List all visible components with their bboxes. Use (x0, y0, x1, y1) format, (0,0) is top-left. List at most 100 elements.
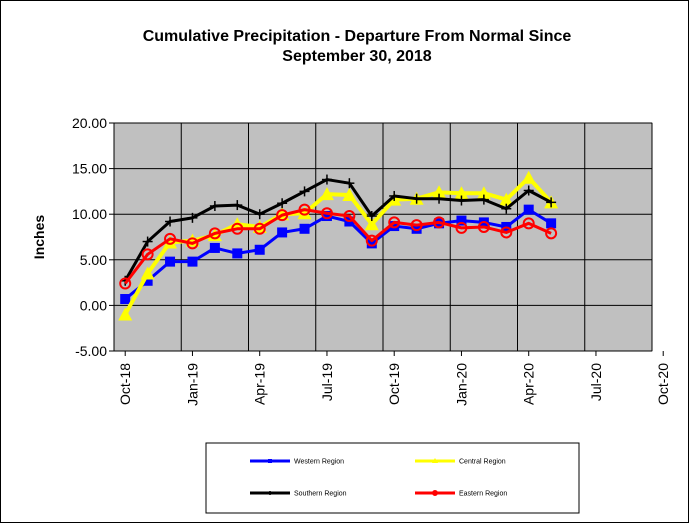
x-tick-label: Jul-20 (588, 363, 604, 401)
data-point (477, 220, 490, 233)
data-point (253, 222, 266, 235)
data-point (142, 275, 153, 286)
data-point (523, 204, 534, 215)
data-point (118, 307, 133, 321)
data-point (164, 232, 177, 245)
data-point (545, 227, 558, 240)
data-point (343, 210, 356, 223)
data-point (499, 192, 514, 206)
data-point (277, 198, 288, 209)
x-tick-label: Oct-18 (117, 363, 133, 405)
data-point (163, 235, 178, 249)
data-point (344, 178, 355, 189)
data-point (321, 174, 332, 185)
chart-title-line-1: Cumulative Precipitation - Departure Fro… (143, 28, 572, 45)
data-point (389, 221, 400, 232)
data-point (410, 219, 423, 232)
legend-entry: Southern Region (250, 491, 347, 498)
data-point (456, 195, 467, 206)
data-point (140, 266, 155, 280)
legend-label: Southern Region (294, 491, 347, 498)
data-point (433, 216, 446, 229)
data-point (478, 194, 489, 205)
y-tick-label: 15.00 (72, 161, 107, 177)
data-point (268, 459, 272, 463)
x-axis-ticks: Oct-18 Jan-19 Apr-19 Jul-19 Oct-19 Jan-20 Apr-… (117, 351, 671, 406)
data-point (455, 221, 468, 234)
data-point (432, 185, 447, 199)
data-point (500, 226, 513, 239)
y-tick-label: 20.00 (72, 115, 107, 131)
x-tick-label: Oct-19 (386, 363, 402, 405)
series-eastern-region (119, 203, 558, 290)
data-point (254, 244, 265, 255)
data-point (319, 187, 334, 201)
legend-entry: Western Region (250, 459, 344, 466)
gridlines (113, 122, 653, 352)
data-point (320, 207, 333, 220)
data-point (389, 190, 400, 201)
data-point (411, 193, 422, 204)
x-tick-label: Jan-20 (453, 363, 469, 406)
chart-title-line-2: September 30, 2018 (282, 48, 432, 65)
data-point (165, 216, 176, 227)
y-tick-label: 10.00 (72, 206, 107, 222)
data-point (119, 277, 132, 290)
legend-entry: Eastern Region (415, 490, 507, 498)
data-point (432, 490, 438, 496)
data-point (232, 248, 243, 259)
data-point (476, 186, 491, 200)
series-group (118, 170, 559, 321)
data-point (268, 491, 272, 495)
data-point (277, 227, 288, 238)
data-point (434, 193, 445, 204)
legend-label: Central Region (459, 459, 506, 466)
data-point (366, 238, 377, 249)
data-point (432, 458, 438, 463)
data-point (298, 203, 311, 216)
data-point (342, 188, 357, 202)
data-point (388, 216, 401, 229)
y-tick-label: 0.00 (80, 297, 107, 313)
legend-label: Eastern Region (459, 491, 507, 498)
y-tick-label: 5.00 (80, 252, 107, 268)
x-tick-label: Apr-20 (521, 363, 537, 405)
data-point (142, 236, 153, 247)
data-point (454, 186, 469, 200)
data-point (208, 227, 221, 240)
data-point (187, 256, 198, 267)
data-point (299, 186, 310, 197)
data-point (546, 197, 557, 208)
data-point (231, 222, 244, 235)
data-point (209, 200, 220, 211)
data-point (521, 170, 536, 184)
data-point (141, 248, 154, 261)
data-point (456, 215, 467, 226)
data-point (364, 217, 379, 231)
x-tick-label: Jan-19 (184, 363, 200, 406)
data-point (411, 223, 422, 234)
y-axis-ticks: -5.00 0.00 5.00 10.00 15.00 20.00 (72, 115, 114, 359)
legend-label: Western Region (294, 459, 344, 466)
x-tick-label: Jul-19 (319, 363, 335, 401)
data-point (186, 237, 199, 250)
y-axis-label: Inches (31, 215, 47, 260)
data-point (366, 211, 377, 222)
x-tick-label: Oct-20 (655, 363, 671, 405)
data-point (232, 200, 243, 211)
y-tick-label: -5.00 (75, 343, 107, 359)
series-line (124, 208, 552, 285)
data-point (209, 242, 220, 253)
legend-entry: Central Region (415, 458, 506, 466)
data-point (254, 209, 265, 220)
data-point (276, 209, 289, 222)
data-point (187, 212, 198, 223)
data-point (120, 294, 131, 305)
x-tick-label: Apr-19 (252, 363, 268, 405)
data-point (299, 223, 310, 234)
data-point (165, 256, 176, 267)
legend: Western Region Central Region Southern Reg… (250, 458, 507, 498)
data-point (546, 218, 557, 229)
data-point (321, 211, 332, 222)
